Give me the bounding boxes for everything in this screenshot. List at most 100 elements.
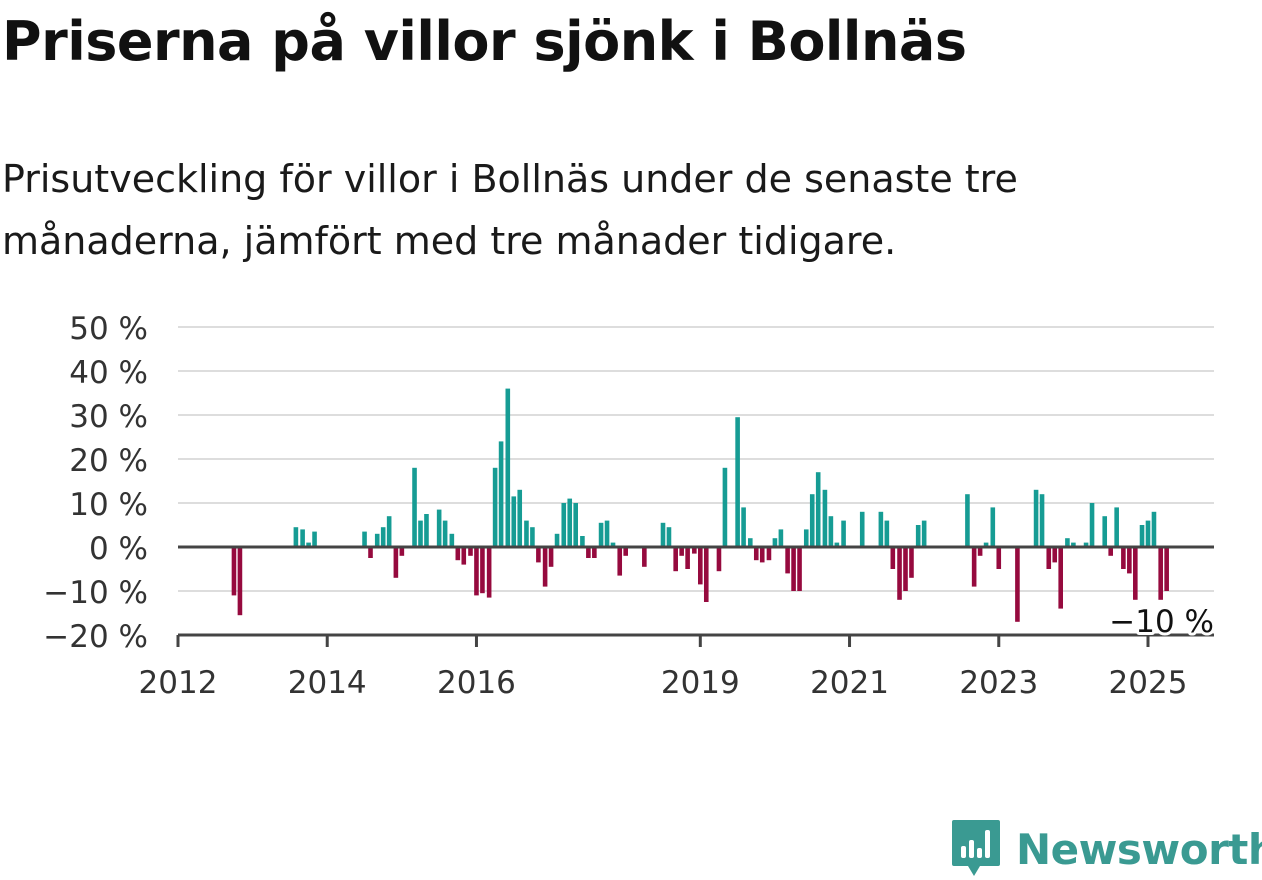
bar <box>623 547 628 556</box>
bar <box>965 494 970 547</box>
y-tick-label: −10 % <box>43 575 148 611</box>
bar <box>368 547 373 558</box>
bar <box>1151 511 1157 547</box>
y-tick-label: 10 % <box>69 487 148 523</box>
bar <box>791 547 796 591</box>
bar <box>380 527 386 547</box>
bar <box>759 547 765 563</box>
bar <box>399 547 405 556</box>
bar <box>685 547 690 569</box>
bar <box>610 542 616 547</box>
bar <box>1114 507 1119 547</box>
x-tick-label: 2014 <box>288 665 367 701</box>
bar <box>673 547 678 572</box>
bar <box>442 520 448 547</box>
y-tick-label: 0 % <box>89 531 148 567</box>
bar <box>306 542 311 547</box>
bar <box>231 547 237 596</box>
bar <box>362 531 367 547</box>
y-tick-label: 30 % <box>69 399 148 435</box>
x-tick-label: 2025 <box>1109 665 1188 701</box>
bar <box>660 522 666 547</box>
bar <box>1052 547 1058 563</box>
bar <box>1164 547 1169 591</box>
bar <box>312 531 317 547</box>
bar <box>735 417 740 547</box>
bar <box>580 536 585 547</box>
bar <box>592 547 597 558</box>
bar <box>890 547 896 569</box>
bar <box>461 547 467 565</box>
bar <box>772 538 778 547</box>
bar <box>878 511 884 547</box>
y-tick-label: 20 % <box>69 443 148 479</box>
bar <box>778 529 784 547</box>
bar <box>386 516 392 547</box>
bar <box>971 547 977 587</box>
bar <box>642 547 647 567</box>
bar <box>897 547 902 600</box>
bar <box>990 507 996 547</box>
bar <box>1139 525 1145 547</box>
bar <box>237 547 243 616</box>
bar <box>1133 547 1138 600</box>
bar <box>468 547 473 556</box>
bar <box>474 547 479 596</box>
bar <box>692 547 697 554</box>
bar <box>617 547 623 576</box>
bar <box>909 547 914 578</box>
bar <box>1121 547 1126 569</box>
x-tick-label: 2016 <box>437 665 516 701</box>
bar <box>996 547 1002 569</box>
bar <box>841 520 846 547</box>
bar <box>666 527 672 547</box>
bar <box>1071 542 1076 547</box>
y-tick-label: −20 % <box>43 619 148 655</box>
brand-name: Newsworthy <box>1016 824 1262 874</box>
bar <box>586 547 591 558</box>
bar <box>486 547 492 598</box>
chart-subtitle: Prisutveckling för villor i Bollnäs unde… <box>2 157 1018 263</box>
bar <box>716 547 722 572</box>
bar <box>803 529 809 547</box>
y-tick-label: 50 % <box>69 311 148 347</box>
bar <box>1039 494 1045 547</box>
bar <box>412 467 417 547</box>
bar <box>536 547 541 563</box>
bar <box>921 520 927 547</box>
bar <box>703 547 709 602</box>
bar <box>505 388 511 547</box>
newsworthy-logo: Newsworthy <box>950 818 1262 880</box>
bar <box>374 533 380 547</box>
bar <box>436 509 442 547</box>
bar <box>554 533 560 547</box>
bar <box>1033 489 1039 547</box>
bar <box>455 547 461 561</box>
bar <box>748 538 753 547</box>
bar <box>766 547 772 561</box>
bar <box>480 547 485 594</box>
bar <box>822 489 828 547</box>
x-tick-label: 2023 <box>959 665 1038 701</box>
bar <box>1127 547 1132 574</box>
y-tick-label: 40 % <box>69 355 148 391</box>
bar <box>567 498 573 547</box>
bar <box>542 547 548 587</box>
bar <box>449 533 455 547</box>
bar <box>679 547 684 556</box>
bar <box>511 496 517 547</box>
bar <box>859 511 865 547</box>
bar <box>1046 547 1052 569</box>
bar <box>1145 520 1151 547</box>
bar <box>573 503 578 547</box>
bar <box>722 467 728 547</box>
bar <box>1158 547 1163 600</box>
bar <box>517 489 523 547</box>
bar <box>698 547 703 585</box>
bar <box>604 520 610 547</box>
bar <box>834 542 840 547</box>
last-value-label: −10 % <box>1109 604 1214 640</box>
newsworthy-logo-icon <box>952 820 1000 876</box>
bar <box>903 547 908 591</box>
